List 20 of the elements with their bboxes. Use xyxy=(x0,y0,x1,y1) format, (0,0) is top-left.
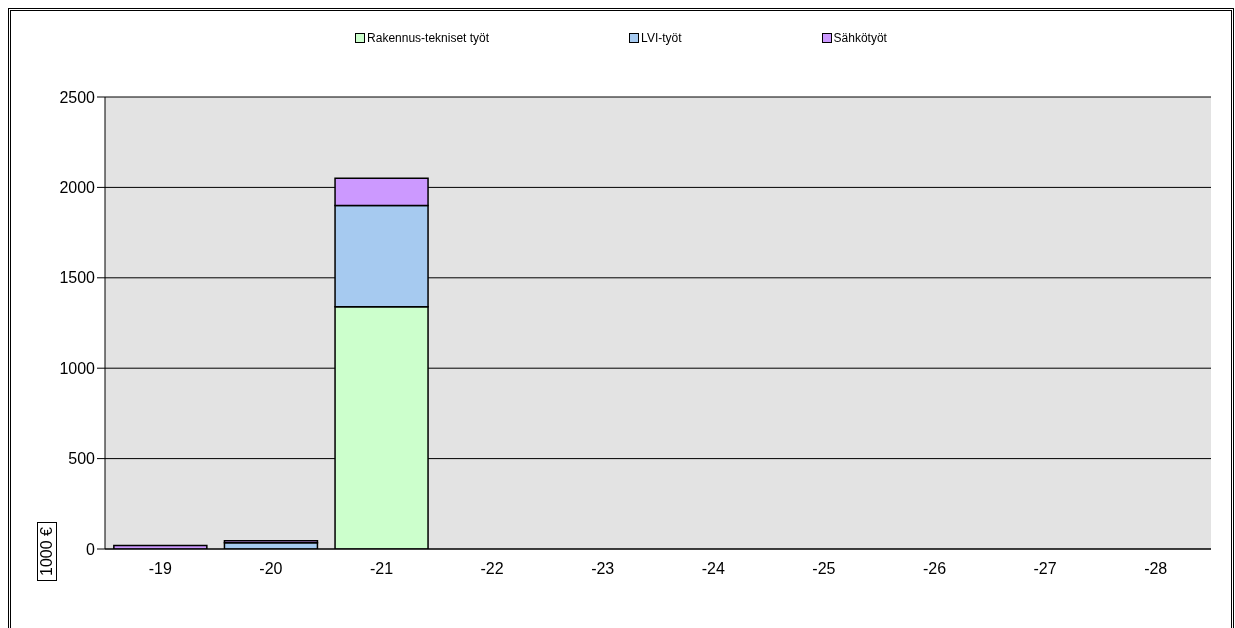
x-tick-label: -19 xyxy=(148,560,172,578)
x-tick-label: -26 xyxy=(922,560,947,578)
x-tick-label: -23 xyxy=(591,560,615,578)
legend-label: LVI-työt xyxy=(640,31,682,45)
x-tick-label: -22 xyxy=(480,560,504,578)
y-tick-label: 1500 xyxy=(59,269,96,287)
x-tick-label: -24 xyxy=(701,560,725,578)
y-tick-label: 1000 xyxy=(59,359,96,377)
y-axis-title: 1000 € xyxy=(37,522,57,581)
x-tick-label: -28 xyxy=(1144,560,1168,578)
y-tick-label: 500 xyxy=(68,450,96,468)
y-tick-label: 2500 xyxy=(59,88,96,106)
legend-label: Sähkötyöt xyxy=(832,31,887,45)
x-tick-label: -25 xyxy=(812,560,836,578)
y-tick-label: 0 xyxy=(86,540,96,558)
y-tick-label: 2000 xyxy=(59,179,96,197)
legend-label: Rakennus-tekniset työt xyxy=(366,31,490,45)
x-tick-label: -27 xyxy=(1033,560,1057,578)
x-tick-label: -20 xyxy=(259,560,283,578)
x-tick-label: -21 xyxy=(369,560,394,578)
